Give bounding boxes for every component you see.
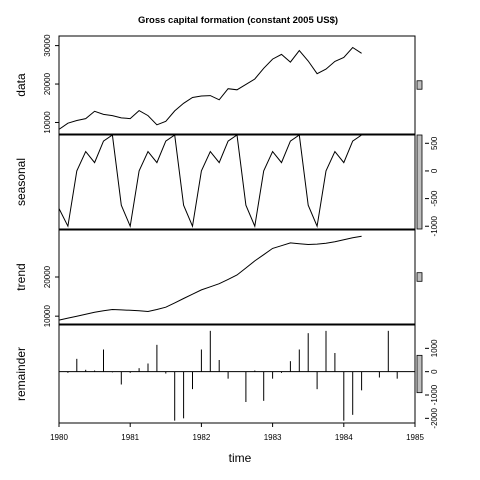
panel-trend: 10000 20000 trend: [14, 229, 423, 327]
trend-ytick-label: 10000: [43, 304, 52, 327]
x-tick-label: 1981: [121, 433, 139, 442]
seasonal-axis-label: seasonal: [14, 158, 28, 206]
trend-range-bar: [416, 272, 423, 282]
panel-remainder: -2000 -1000 0 1000 remainder: [14, 324, 439, 429]
x-tick-label: 1983: [264, 433, 282, 442]
trend-axis-label: trend: [14, 263, 28, 290]
x-tick-label: 1984: [335, 433, 353, 442]
trend-series-line: [58, 235, 362, 321]
data-ytick-label: 20000: [43, 72, 52, 95]
remainder-ytick-label: 1000: [430, 339, 439, 357]
x-tick-label: 1982: [193, 433, 211, 442]
data-series-line: [58, 46, 362, 130]
seasonal-range-bar: [416, 134, 423, 230]
remainder-range-bar: [416, 354, 423, 394]
seasonal-panel-frame: [58, 134, 416, 230]
data-range-bar: [416, 80, 423, 90]
remainder-axis-label: remainder: [14, 347, 28, 401]
seasonal-series-line: [58, 134, 362, 228]
seasonal-ytick-label: 500: [430, 136, 439, 150]
chart-title: Gross capital formation (constant 2005 U…: [138, 15, 338, 26]
panel-seasonal: -1000 -500 0 500 seasonal: [14, 134, 439, 236]
x-axis-label: time: [229, 451, 252, 465]
data-ytick-label: 30000: [43, 34, 52, 57]
seasonal-ytick-label: -500: [430, 190, 439, 207]
data-axis-label: data: [14, 73, 28, 97]
remainder-ytick-label: -1000: [430, 384, 439, 405]
panel-data: 10000 20000 30000 data: [14, 34, 423, 135]
x-tick-label: 1980: [50, 433, 68, 442]
data-panel-frame: [58, 35, 416, 135]
data-ytick-label: 10000: [43, 111, 52, 134]
seasonal-ytick-label: 0: [430, 168, 439, 173]
trend-ytick-label: 20000: [43, 265, 52, 288]
panels-layer: 100002000030000data-1000-5000500seasonal…: [14, 34, 439, 442]
seasonal-ytick-label: -1000: [430, 215, 439, 236]
x-tick-label: 1985: [406, 433, 424, 442]
remainder-ytick-label: 0: [430, 369, 439, 374]
remainder-ytick-label: -2000: [430, 408, 439, 429]
